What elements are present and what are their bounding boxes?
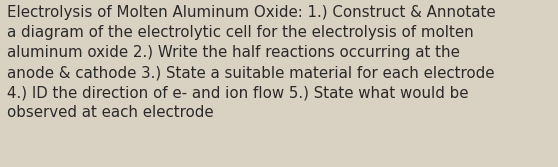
Text: Electrolysis of Molten Aluminum Oxide: 1.) Construct & Annotate
a diagram of the: Electrolysis of Molten Aluminum Oxide: 1… xyxy=(7,5,496,120)
